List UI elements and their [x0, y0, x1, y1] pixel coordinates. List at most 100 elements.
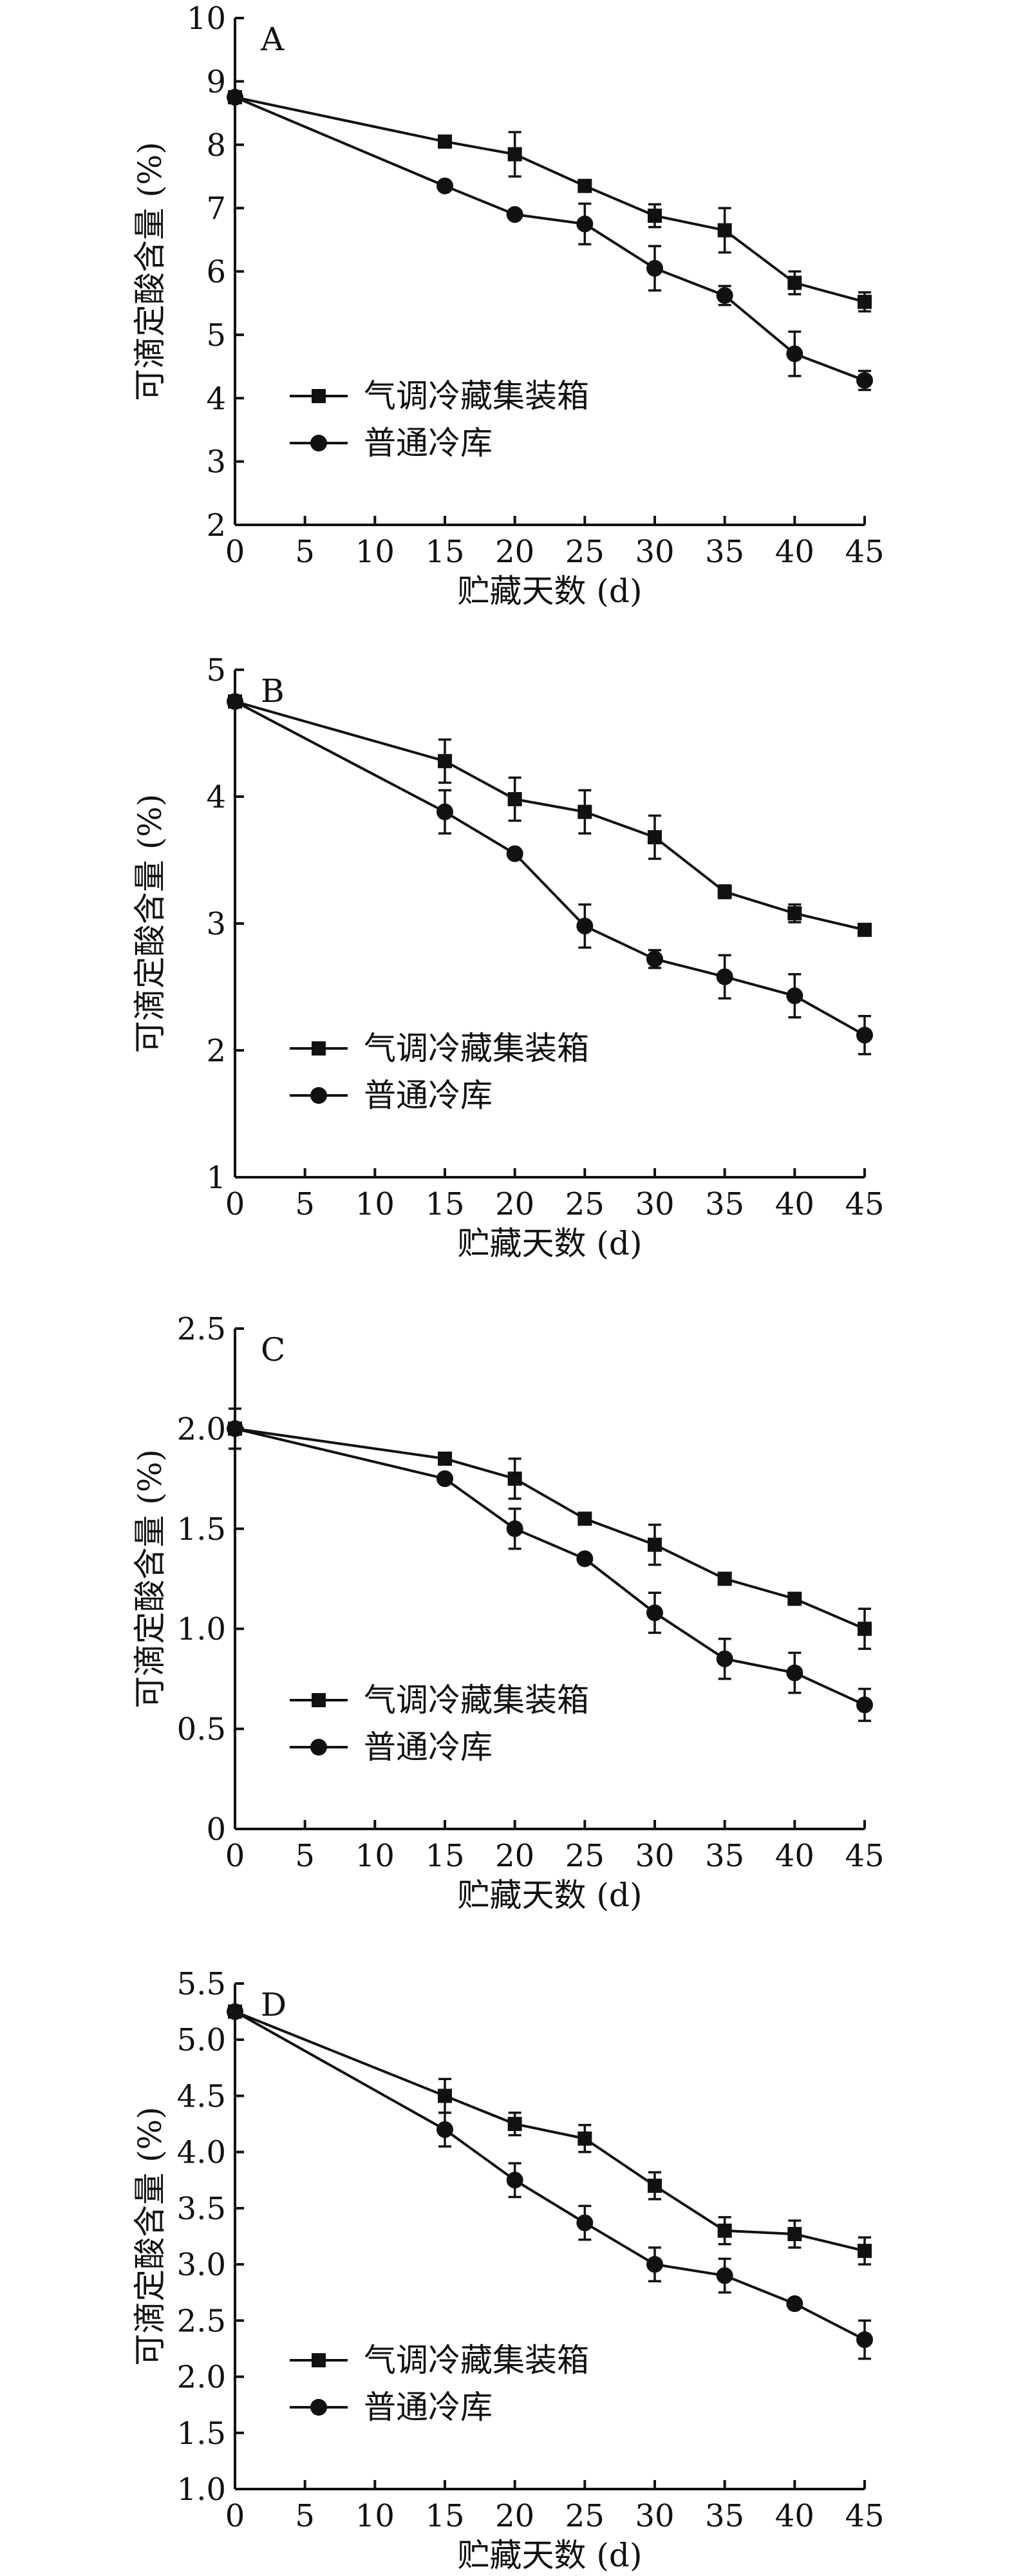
y-tick-label: 0 [206, 1812, 226, 1848]
data-point-circle [576, 1550, 594, 1567]
legend-marker-circle [310, 1087, 327, 1104]
x-tick-label: 0 [225, 1838, 245, 1874]
y-tick-label: 4 [206, 779, 226, 815]
x-tick-label: 20 [495, 1186, 534, 1222]
x-tick-label: 45 [845, 1186, 884, 1222]
data-point-circle [716, 1650, 733, 1667]
data-point-circle [437, 1470, 453, 1488]
y-tick-label: 4.0 [177, 2135, 226, 2171]
data-point-square [648, 208, 662, 223]
series-controlled-atmosphere [228, 90, 872, 313]
x-tick-label: 20 [495, 534, 534, 570]
y-tick-label: 6 [206, 254, 226, 290]
series-cold-storage [227, 88, 873, 392]
x-tick-label: 0 [225, 2498, 245, 2534]
legend-label: 气调冷藏集装箱 [364, 377, 589, 415]
y-tick-label: 5.5 [177, 1966, 226, 2002]
x-tick-label: 25 [565, 1838, 605, 1874]
data-point-square [507, 147, 522, 162]
y-tick-label: 2.5 [177, 1311, 226, 1347]
data-point-square [717, 223, 732, 238]
series-line [234, 2010, 865, 2341]
legend-label: 普通冷库 [364, 424, 493, 462]
data-point-square [438, 134, 452, 149]
data-point-circle [227, 1420, 243, 1437]
series-line [234, 2010, 865, 2253]
y-tick-label: 3.5 [177, 2191, 226, 2227]
data-point-square [577, 2131, 592, 2146]
y-tick-label: 1.5 [177, 1511, 226, 1548]
y-tick-label: 9 [206, 64, 226, 100]
data-point-square [787, 2227, 802, 2242]
data-point-circle [227, 693, 243, 710]
x-tick-label: 25 [565, 2498, 605, 2534]
series-line [234, 1427, 865, 1707]
y-tick-label: 1.0 [177, 1611, 226, 1647]
data-point-circle [856, 1696, 873, 1714]
legend-marker-circle [310, 435, 327, 451]
legend-label: 气调冷藏集装箱 [364, 2342, 589, 2379]
series-controlled-atmosphere [228, 1407, 872, 1651]
data-point-square [858, 1622, 872, 1636]
x-tick-label: 20 [495, 1838, 534, 1874]
x-tick-label: 30 [635, 2498, 674, 2534]
data-point-square [438, 753, 452, 768]
data-point-circle [716, 2267, 733, 2284]
series-line [234, 1427, 865, 1631]
series-cold-storage [227, 2003, 873, 2360]
data-point-circle [576, 917, 594, 934]
legend-label: 普通冷库 [364, 2389, 493, 2426]
data-point-circle [786, 1664, 803, 1681]
data-point-circle [646, 260, 663, 277]
y-tick-label: 2 [206, 1033, 226, 1069]
series-line [234, 96, 865, 303]
panel-label: D [261, 1986, 286, 2023]
legend-label: 普通冷库 [364, 1077, 493, 1114]
data-point-square [787, 906, 802, 921]
data-point-circle [856, 372, 873, 389]
x-tick-label: 10 [355, 2498, 395, 2534]
data-point-circle [506, 845, 523, 862]
series-controlled-atmosphere [228, 2004, 872, 2266]
x-tick-label: 10 [355, 1186, 395, 1222]
legend-marker-circle [310, 2399, 327, 2416]
data-point-circle [437, 2121, 453, 2138]
x-tick-label: 10 [355, 1838, 395, 1874]
x-tick-label: 35 [705, 1838, 744, 1874]
x-tick-label: 25 [565, 534, 605, 570]
data-point-square [507, 1472, 522, 1486]
x-axis-title: 贮藏天数 (d) [458, 1225, 643, 1262]
data-point-square [717, 1571, 732, 1586]
y-tick-label: 2 [206, 507, 226, 544]
series-line [234, 700, 865, 931]
data-point-square [717, 884, 732, 899]
data-point-circle [716, 287, 733, 304]
x-axis-title: 贮藏天数 (d) [458, 1877, 643, 1914]
x-tick-label: 30 [635, 1838, 674, 1874]
series-cold-storage [227, 1407, 873, 1722]
y-tick-label: 2.0 [177, 2360, 226, 2396]
x-tick-label: 20 [495, 2498, 534, 2534]
data-point-square [858, 922, 872, 937]
y-tick-label: 5 [206, 652, 226, 688]
data-point-square [507, 791, 522, 806]
x-tick-label: 25 [565, 1186, 605, 1222]
panel-label: B [261, 672, 285, 710]
series-cold-storage [227, 693, 873, 1056]
x-tick-label: 15 [425, 534, 464, 570]
series-line [234, 96, 865, 382]
data-point-circle [716, 968, 733, 985]
y-tick-label: 4.5 [177, 2078, 226, 2114]
data-point-square [507, 2117, 522, 2132]
y-axis-title: 可滴定酸含量 (%) [131, 794, 169, 1053]
y-axis-title: 可滴定酸含量 (%) [131, 1449, 169, 1708]
data-point-circle [786, 345, 803, 363]
data-point-circle [506, 205, 523, 223]
legend-label: 气调冷藏集装箱 [364, 1030, 589, 1067]
data-point-circle [227, 2003, 243, 2020]
y-axis-title: 可滴定酸含量 (%) [131, 142, 169, 401]
x-axis-title: 贮藏天数 (d) [458, 2537, 643, 2574]
data-point-square [438, 1452, 452, 1466]
